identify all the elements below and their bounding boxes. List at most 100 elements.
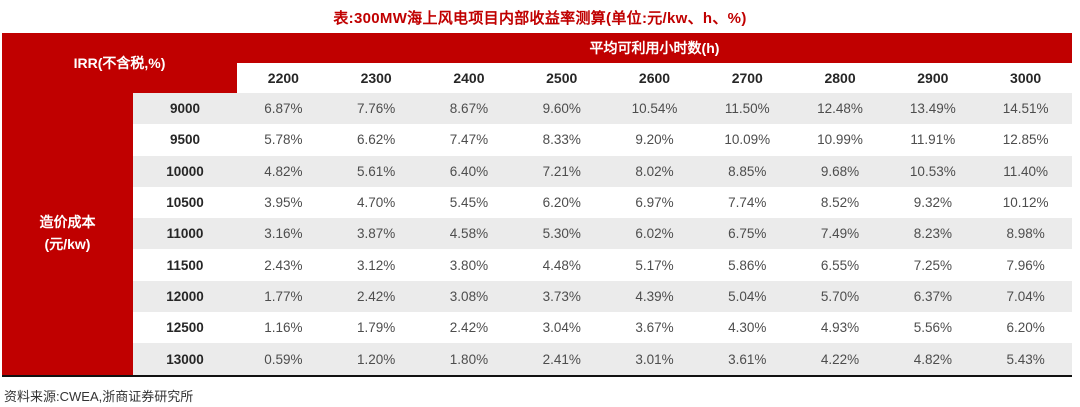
col-header: 2300 — [329, 63, 423, 93]
data-cell: 8.85% — [700, 155, 794, 187]
data-cell: 2.43% — [237, 249, 330, 281]
data-cell: 4.82% — [237, 155, 330, 187]
col-header: 2600 — [608, 63, 701, 93]
col-header: 2800 — [793, 63, 887, 93]
data-cell: 6.97% — [608, 186, 701, 219]
data-cell: 14.51% — [979, 93, 1072, 125]
data-cell: 6.02% — [608, 218, 701, 250]
col-header: 2500 — [515, 63, 609, 93]
col-header: 2200 — [237, 63, 330, 93]
data-cell: 8.98% — [979, 218, 1072, 250]
data-cell: 5.45% — [422, 186, 516, 219]
row-label: 11000 — [133, 218, 237, 250]
col-header: 2400 — [422, 63, 516, 93]
data-cell: 4.48% — [515, 249, 609, 281]
data-cell: 5.04% — [700, 280, 794, 313]
data-cell: 11.91% — [886, 124, 980, 156]
data-cell: 3.04% — [515, 312, 609, 344]
data-cell: 10.09% — [700, 124, 794, 156]
data-cell: 3.87% — [329, 218, 423, 250]
data-cell: 5.43% — [979, 343, 1072, 375]
data-cell: 1.16% — [237, 312, 330, 344]
data-cell: 8.67% — [422, 93, 516, 125]
data-cell: 6.55% — [793, 249, 887, 281]
data-cell: 5.30% — [515, 218, 609, 250]
row-label: 9500 — [133, 124, 237, 156]
data-cell: 5.56% — [886, 312, 980, 344]
data-cell: 5.17% — [608, 249, 701, 281]
data-cell: 1.79% — [329, 312, 423, 344]
data-cell: 9.32% — [886, 186, 980, 219]
col-header: 2900 — [886, 63, 980, 93]
row-label: 12500 — [133, 312, 237, 344]
data-cell: 3.67% — [608, 312, 701, 344]
data-cell: 1.80% — [422, 343, 516, 375]
data-cell: 4.22% — [793, 343, 887, 375]
data-cell: 3.16% — [237, 218, 330, 250]
hours-group-header: 平均可利用小时数(h) — [237, 33, 1072, 63]
data-cell: 13.49% — [886, 93, 980, 125]
data-cell: 3.95% — [237, 186, 330, 219]
cost-group-label: 造价成本 (元/kw) — [2, 93, 133, 375]
data-cell: 3.80% — [422, 249, 516, 281]
data-cell: 6.37% — [886, 280, 980, 313]
data-cell: 1.77% — [237, 280, 330, 313]
data-cell: 10.53% — [886, 155, 980, 187]
data-cell: 4.93% — [793, 312, 887, 344]
data-cell: 7.74% — [700, 186, 794, 219]
data-cell: 11.50% — [700, 93, 794, 125]
data-cell: 6.87% — [237, 93, 330, 125]
col-header: 3000 — [979, 63, 1072, 93]
source-note: 资料来源:CWEA,浙商证券研究所 — [4, 388, 194, 404]
data-cell: 12.48% — [793, 93, 887, 125]
data-cell: 10.12% — [979, 186, 1072, 219]
data-cell: 8.52% — [793, 186, 887, 219]
data-cell: 4.70% — [329, 186, 423, 219]
data-cell: 7.76% — [329, 93, 423, 125]
data-cell: 3.61% — [700, 343, 794, 375]
data-cell: 3.73% — [515, 280, 609, 313]
data-cell: 5.61% — [329, 155, 423, 187]
data-cell: 2.42% — [422, 312, 516, 344]
data-cell: 8.33% — [515, 124, 609, 156]
table-title: 表:300MW海上风电项目内部收益率测算(单位:元/kw、h、%) — [333, 10, 747, 27]
data-cell: 2.41% — [515, 343, 609, 375]
data-cell: 4.30% — [700, 312, 794, 344]
data-cell: 6.62% — [329, 124, 423, 156]
row-label: 13000 — [133, 343, 237, 375]
data-cell: 10.54% — [608, 93, 701, 125]
data-cell: 4.58% — [422, 218, 516, 250]
data-cell: 7.49% — [793, 218, 887, 250]
row-label: 12000 — [133, 280, 237, 313]
data-cell: 12.85% — [979, 124, 1072, 156]
data-cell: 3.01% — [608, 343, 701, 375]
col-header: 2700 — [700, 63, 794, 93]
irr-table: IRR(不含税,%) 平均可利用小时数(h) 造价成本 (元/kw) 2200 2… — [2, 33, 1072, 377]
data-cell: 7.25% — [886, 249, 980, 281]
row-label: 10000 — [133, 155, 237, 187]
data-cell: 6.20% — [979, 312, 1072, 344]
data-cell: 7.04% — [979, 280, 1072, 313]
data-cell: 3.12% — [329, 249, 423, 281]
data-cell: 3.08% — [422, 280, 516, 313]
data-cell: 9.20% — [608, 124, 701, 156]
data-cell: 11.40% — [979, 155, 1072, 187]
data-cell: 9.60% — [515, 93, 609, 125]
data-cell: 7.96% — [979, 249, 1072, 281]
row-label: 10500 — [133, 186, 237, 219]
irr-corner-label: IRR(不含税,%) — [2, 33, 237, 93]
data-cell: 0.59% — [237, 343, 330, 375]
row-label: 9000 — [133, 93, 237, 125]
data-cell: 5.86% — [700, 249, 794, 281]
data-cell: 9.68% — [793, 155, 887, 187]
data-cell: 5.70% — [793, 280, 887, 313]
data-cell: 7.21% — [515, 155, 609, 187]
data-cell: 4.39% — [608, 280, 701, 313]
data-cell: 2.42% — [329, 280, 423, 313]
data-cell: 10.99% — [793, 124, 887, 156]
data-cell: 8.23% — [886, 218, 980, 250]
data-cell: 6.75% — [700, 218, 794, 250]
data-cell: 8.02% — [608, 155, 701, 187]
data-cell: 6.20% — [515, 186, 609, 219]
